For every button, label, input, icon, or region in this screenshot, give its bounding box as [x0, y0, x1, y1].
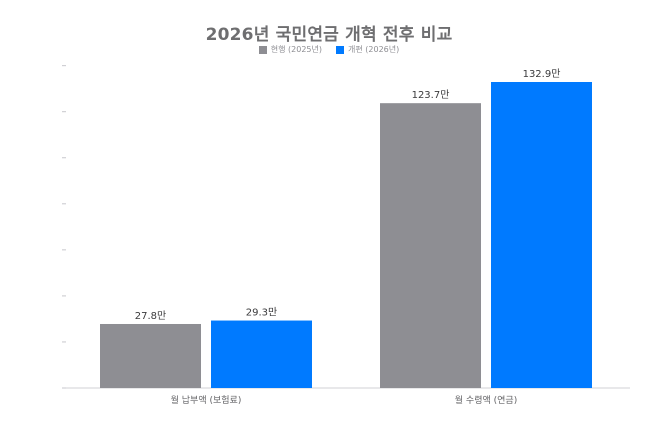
data-label-current-1: 123.7만 [412, 89, 450, 101]
bar-current-1 [380, 103, 481, 388]
legend-swatch-reform [336, 45, 344, 54]
chart-legend: 현행 (2025년) 개편 (2026년) [0, 44, 658, 55]
data-label-reform-0: 29.3만 [246, 307, 277, 319]
x-tick-label-1: 월 수령액 (연금) [455, 394, 517, 406]
legend-label-current: 현행 (2025년) [270, 45, 322, 54]
chart-title: 2026년 국민연금 개혁 전후 비교 [205, 25, 453, 45]
bar-reform-0 [211, 320, 312, 388]
legend-swatch-current [258, 45, 267, 54]
data-label-reform-1: 132.9만 [523, 68, 561, 80]
bar-reform-1 [491, 82, 592, 388]
x-tick-label-0: 월 납부액 (보험료) [171, 394, 242, 406]
bar-current-0 [100, 323, 201, 388]
legend-item-current[interactable]: 현행 (2025년) [258, 44, 322, 55]
data-label-current-0: 27.8만 [135, 310, 166, 322]
legend-label-reform: 개편 (2026년) [348, 45, 400, 54]
legend-item-reform[interactable]: 개편 (2026년) [336, 44, 399, 55]
